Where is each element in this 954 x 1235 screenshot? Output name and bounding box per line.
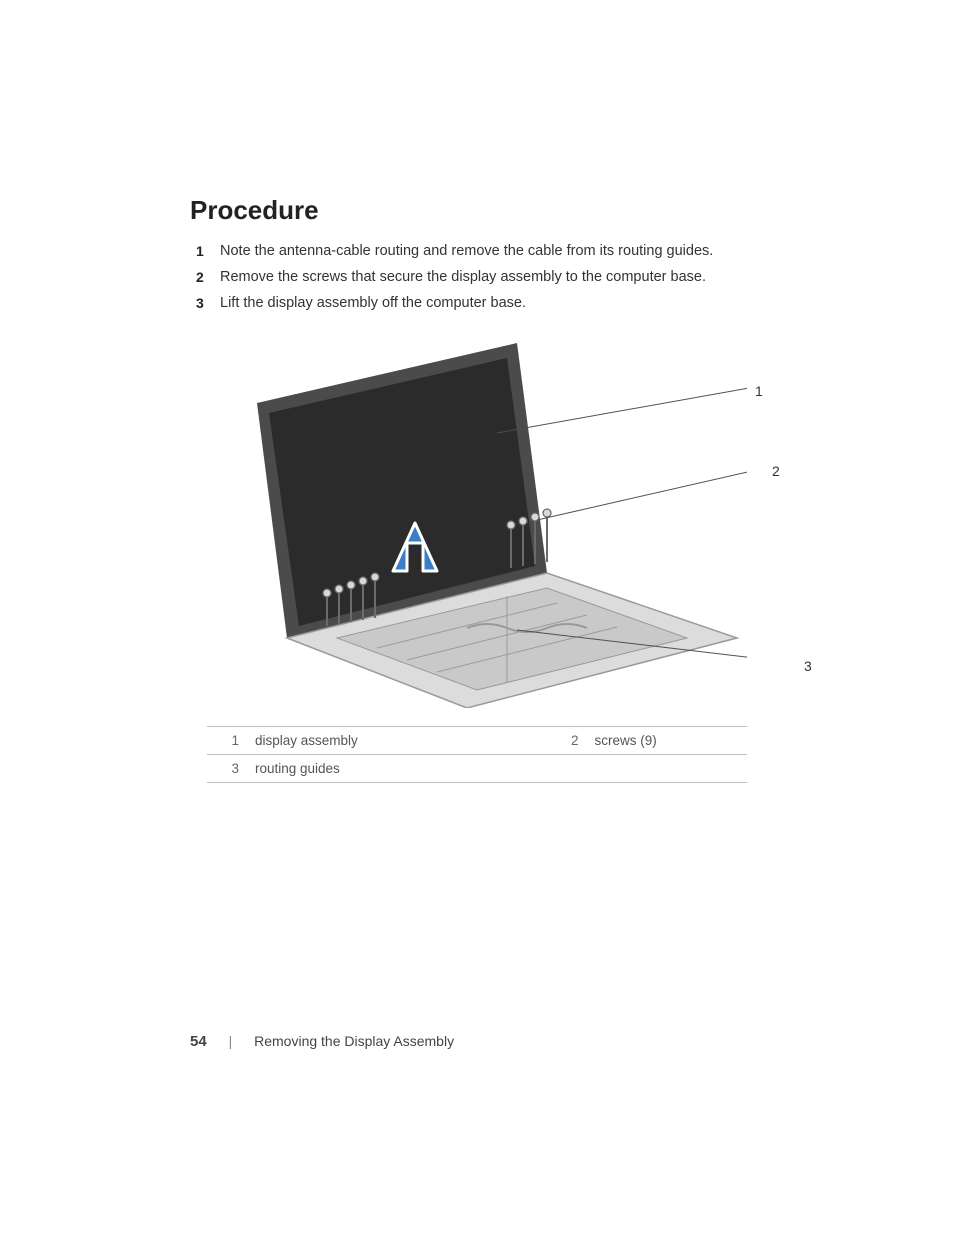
step-item: Lift the display assembly off the comput…	[190, 290, 764, 316]
page-number: 54	[190, 1033, 207, 1050]
step-item: Note the antenna-cable routing and remov…	[190, 238, 764, 264]
laptop-illustration	[207, 338, 747, 708]
legend-num: 1	[207, 727, 247, 755]
legend-num: 2	[547, 727, 587, 755]
legend-row: 3 routing guides	[207, 755, 747, 783]
callout-number: 2	[772, 463, 780, 479]
chapter-title: Removing the Display Assembly	[254, 1033, 454, 1049]
page-footer: 54 | Removing the Display Assembly	[190, 1033, 454, 1050]
footer-separator: |	[229, 1033, 233, 1049]
legend-label: screws (9)	[587, 727, 747, 755]
procedure-figure: 1 2 3	[207, 338, 747, 708]
callout-number: 3	[804, 658, 812, 674]
step-item: Remove the screws that secure the displa…	[190, 264, 764, 290]
manual-page: Procedure Note the antenna-cable routing…	[0, 0, 954, 1235]
legend-label: display assembly	[247, 727, 491, 755]
procedure-steps: Note the antenna-cable routing and remov…	[190, 238, 764, 316]
callout-legend: 1 display assembly 2 screws (9) 3 routin…	[207, 726, 747, 783]
legend-row: 1 display assembly 2 screws (9)	[207, 727, 747, 755]
legend-label: routing guides	[247, 755, 491, 783]
section-heading: Procedure	[190, 195, 764, 226]
legend-num: 3	[207, 755, 247, 783]
callout-number: 1	[755, 383, 763, 399]
